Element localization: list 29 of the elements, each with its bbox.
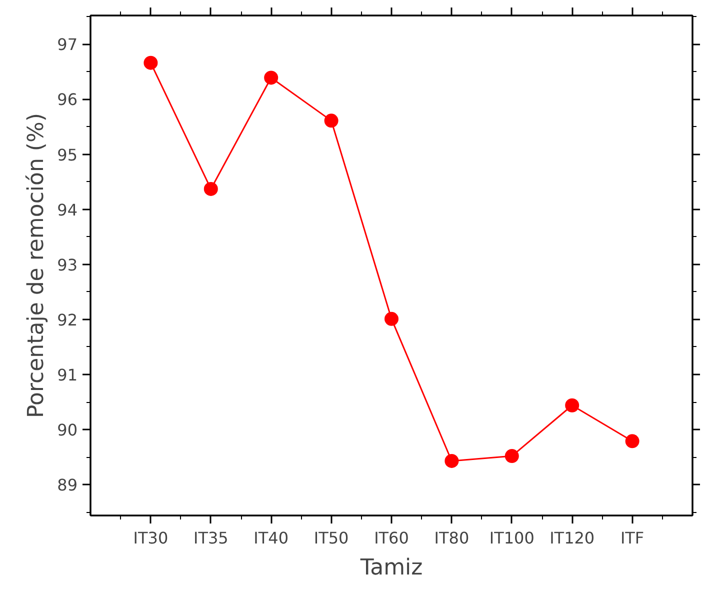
y-tick-label: 92: [57, 310, 78, 330]
x-tick-label: IT30: [133, 528, 168, 548]
y-tick-label: 96: [57, 90, 78, 110]
point: [565, 398, 580, 412]
x-tick-label: ITF: [620, 528, 644, 548]
x-tick-label: IT80: [434, 528, 470, 548]
x-tick-label: IT50: [314, 528, 349, 548]
point: [324, 114, 338, 128]
x-tick-label: IT120: [550, 528, 595, 548]
point: [625, 434, 640, 448]
y-tick-label: 90: [57, 420, 78, 440]
point: [204, 182, 218, 196]
point: [444, 454, 459, 468]
x-axis-title: Tamiz: [359, 556, 423, 580]
y-tick-label: 93: [57, 255, 78, 274]
x-tick-label: IT100: [489, 528, 534, 548]
x-tick-label: IT35: [193, 528, 228, 548]
y-tick-label: 89: [57, 476, 78, 495]
y-tick-label: 91: [57, 366, 78, 385]
y-axis-title: Porcentaje de remoción (%): [24, 113, 50, 418]
x-tick-label: IT60: [374, 528, 409, 548]
x-tick-label: IT40: [254, 528, 289, 548]
point: [384, 312, 398, 326]
point: [144, 56, 158, 70]
y-tick-label: 97: [57, 35, 78, 54]
y-tick-label: 95: [57, 145, 78, 164]
point: [264, 70, 278, 85]
y-tick-label: 94: [57, 200, 78, 220]
point: [504, 449, 519, 464]
